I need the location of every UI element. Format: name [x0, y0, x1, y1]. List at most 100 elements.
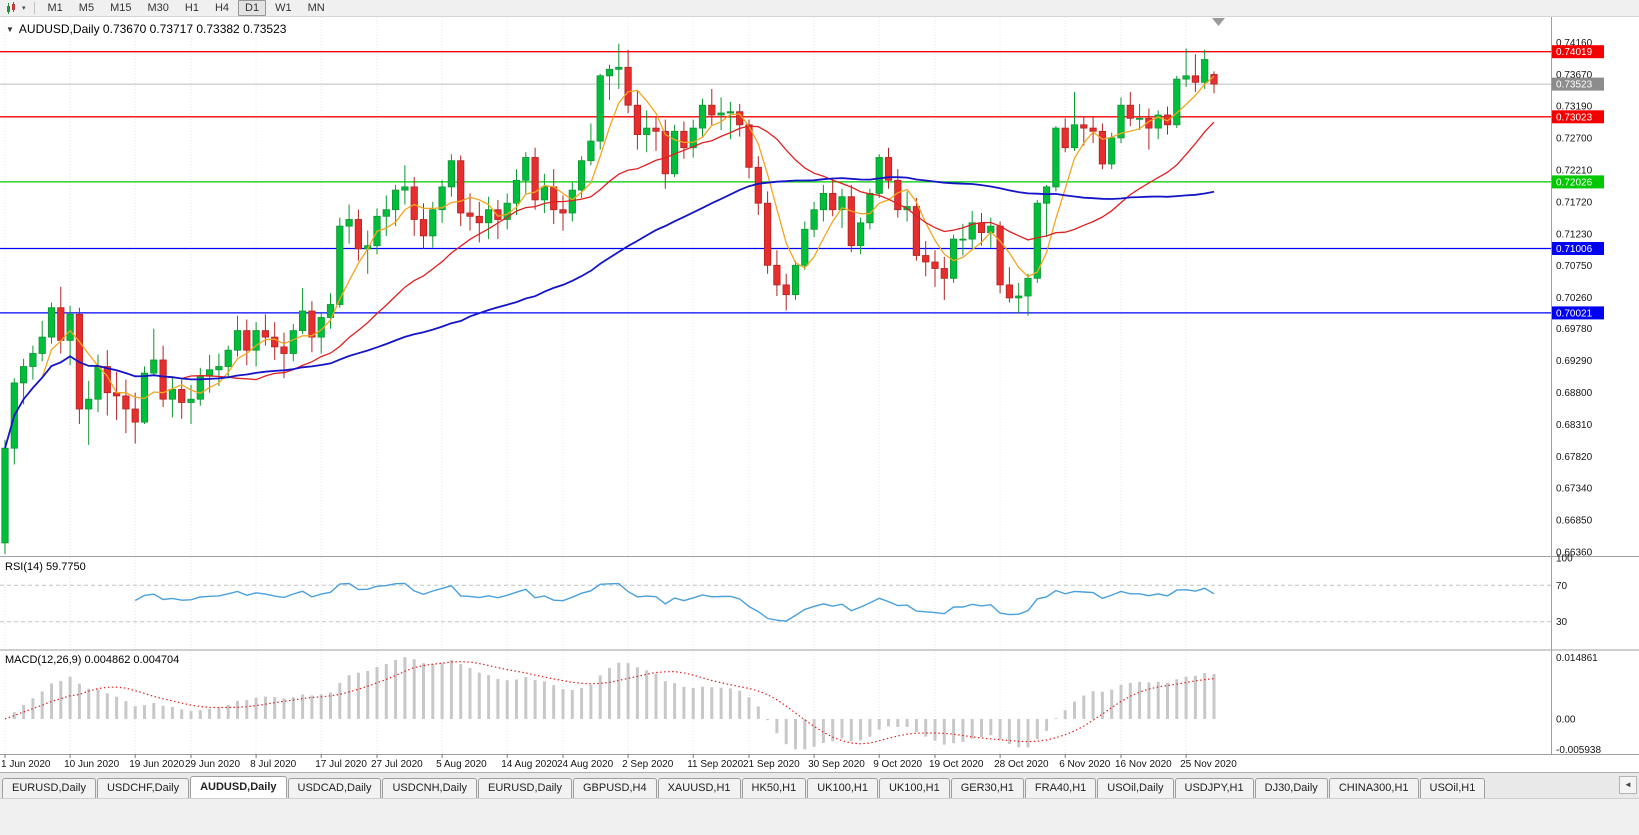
chart-tab-gbpusd-h4[interactable]: GBPUSD,H4 [573, 778, 657, 798]
price-tag-label: 0.74019 [1556, 47, 1593, 58]
price-tag-0.73023 [1552, 110, 1604, 124]
price-tag-0.74019 [1552, 45, 1604, 59]
chart-tab-usdcnh-daily[interactable]: USDCNH,Daily [382, 778, 478, 798]
timeframe-button-m30[interactable]: M30 [147, 2, 169, 14]
chart-tab-fra40-h1[interactable]: FRA40,H1 [1024, 778, 1097, 798]
chart-tabs: EURUSD,Daily USDCHF,Daily AUDUSD,Daily USDC… [2, 773, 1617, 798]
price-tick-label: 0.68310 [1556, 420, 1593, 431]
chart-area: 0.74160 0.73670 0.73190 0.72700 0.72210 0.717… [0, 17, 1639, 772]
chart-tab-usdchf-daily[interactable]: USDCHF,Daily [96, 778, 190, 798]
price-tick-label: 0.66360 [1556, 548, 1593, 559]
price-tick-label: 0.68800 [1556, 388, 1593, 399]
timeframe-buttons: M1 M5 M15 M30 H1 H4 D1 W1 MN [40, 0, 333, 16]
chart-tab-usoil-daily[interactable]: USOil,Daily [1097, 778, 1174, 798]
chart-tab-xauusd-h1[interactable]: XAUUSD,H1 [657, 778, 741, 798]
date-label: 1 Jun 2020 [1, 759, 51, 770]
ma-5-line [4, 75, 1215, 449]
chart-tab-hk50-h1[interactable]: HK50,H1 [741, 778, 807, 798]
date-label: 2 Sep 2020 [622, 759, 674, 770]
collapse-arrow-icon[interactable]: ▼ [6, 24, 14, 34]
macd-signal-line [4, 661, 1215, 745]
date-label: 6 Nov 2020 [1059, 759, 1111, 770]
date-label: 17 Jul 2020 [315, 759, 367, 770]
rsi-axis-label: 70 [1556, 581, 1568, 592]
tab-scroll-left-button[interactable]: ◄ [1619, 776, 1637, 794]
timeframe-button-m1[interactable]: M1 [47, 2, 63, 14]
date-label: 8 Jul 2020 [250, 759, 297, 770]
price-tick-label: 0.71720 [1556, 197, 1593, 208]
date-label: 27 Jul 2020 [371, 759, 423, 770]
price-chart-canvas[interactable]: 0.74160 0.73670 0.73190 0.72700 0.72210 0.717… [0, 17, 1639, 772]
chart-menu-button[interactable]: ▾ [3, 1, 29, 16]
chart-title: ▼ AUDUSD,Daily 0.73670 0.73717 0.73382 0… [6, 22, 286, 36]
date-label: 28 Oct 2020 [994, 759, 1049, 770]
price-tick-label: 0.71230 [1556, 229, 1593, 240]
dropdown-arrow-icon: ▾ [22, 5, 26, 12]
macd-axis-label-min: -0.005938 [1556, 745, 1601, 756]
macd-histogram [12, 657, 1216, 750]
chart-tab-china300-h1[interactable]: CHINA300,H1 [1328, 778, 1419, 798]
timeframe-button-h4[interactable]: H4 [214, 2, 230, 14]
rsi-label: RSI(14) 59.7750 [5, 561, 86, 573]
chart-tab-eurusd-daily[interactable]: EURUSD,Daily [478, 778, 572, 798]
macd-label: MACD(12,26,9) 0.004862 0.004704 [5, 654, 180, 666]
price-tag-label: 0.71006 [1556, 244, 1593, 255]
chart-tab-ger30-h1[interactable]: GER30,H1 [950, 778, 1024, 798]
date-label: 25 Nov 2020 [1180, 759, 1237, 770]
date-label: 9 Oct 2020 [873, 759, 922, 770]
date-label: 14 Aug 2020 [501, 759, 558, 770]
price-tick-label: 0.69290 [1556, 356, 1593, 367]
chart-tab-usdcad-daily[interactable]: USDCAD,Daily [287, 778, 382, 798]
chart-tab-dj30-daily[interactable]: DJ30,Daily [1254, 778, 1328, 798]
date-label: 29 Jun 2020 [185, 759, 240, 770]
price-tick-label: 0.73670 [1556, 70, 1593, 81]
candlesticks [1, 43, 1218, 554]
chart-tab-audusd-daily[interactable]: AUDUSD,Daily [190, 776, 287, 798]
chart-tab-usdjpy-h1[interactable]: USDJPY,H1 [1174, 778, 1254, 798]
chart-tab-bar: EURUSD,Daily USDCHF,Daily AUDUSD,Daily USDC… [0, 772, 1639, 798]
rsi-axis-label: 100 [1556, 554, 1573, 565]
price-tick-label: 0.69780 [1556, 324, 1593, 335]
rsi-axis-label: 30 [1556, 617, 1568, 628]
timeframe-button-w1[interactable]: W1 [275, 2, 292, 14]
chart-shift-marker[interactable] [1212, 18, 1225, 26]
price-tick-label: 0.74160 [1556, 38, 1593, 49]
macd-axis-label-zero: 0.00 [1556, 715, 1576, 726]
date-label: 30 Sep 2020 [808, 759, 865, 770]
ma-50-line [4, 176, 1215, 449]
price-tag-label: 0.73023 [1556, 112, 1593, 123]
price-tick-label: 0.70750 [1556, 261, 1593, 272]
timeframe-button-d1[interactable]: D1 [238, 0, 267, 16]
price-tick-label: 0.67820 [1556, 452, 1593, 463]
date-label: 16 Nov 2020 [1115, 759, 1172, 770]
chart-type-icon [7, 1, 15, 14]
price-tag-label: 0.73523 [1556, 80, 1593, 91]
timeframe-toolbar: ▾ M1 M5 M15 M30 H1 H4 D1 W1 MN [0, 0, 1639, 17]
price-tag-0.73523 [1552, 77, 1604, 91]
ma-20-line [4, 121, 1215, 449]
timeframe-button-m15[interactable]: M15 [110, 2, 132, 14]
price-tick-label: 0.72210 [1556, 165, 1593, 176]
timeframe-button-h1[interactable]: H1 [184, 2, 199, 14]
timeframe-button-mn[interactable]: MN [307, 2, 325, 14]
date-label: 5 Aug 2020 [436, 759, 487, 770]
price-tick-label: 0.73190 [1556, 101, 1593, 112]
price-tag-0.71006 [1552, 242, 1604, 255]
chart-tab-usoil-h1[interactable]: USOil,H1 [1419, 778, 1486, 798]
symbol-ohlc-title: AUDUSD,Daily 0.73670 0.73717 0.73382 0.7… [18, 22, 287, 36]
date-label: 11 Sep 2020 [687, 759, 743, 770]
toolbar-separator [33, 2, 35, 14]
price-tick-label: 0.67340 [1556, 484, 1593, 495]
chart-tab-eurusd-daily[interactable]: EURUSD,Daily [2, 778, 96, 798]
chart-tab-uk100-h1[interactable]: UK100,H1 [878, 778, 950, 798]
price-tag-0.70021 [1552, 306, 1604, 320]
price-tick-label: 0.66850 [1556, 516, 1593, 527]
price-tick-label: 0.72700 [1556, 133, 1593, 144]
chart-tab-uk100-h1[interactable]: UK100,H1 [807, 778, 878, 798]
date-label: 24 Aug 2020 [557, 759, 614, 770]
date-label: 10 Jun 2020 [64, 759, 119, 770]
status-bar [0, 798, 1639, 835]
price-tag-0.72026 [1552, 175, 1604, 189]
timeframe-button-m5[interactable]: M5 [78, 2, 95, 14]
